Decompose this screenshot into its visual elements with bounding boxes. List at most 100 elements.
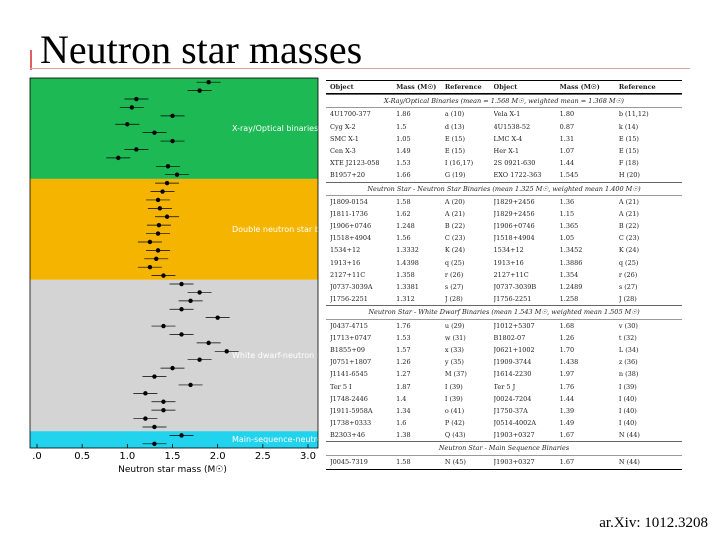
table-cell: K (24) — [618, 246, 640, 255]
table-cell: 1534+12 — [330, 246, 361, 255]
table-cell: Ter 5 J — [493, 382, 516, 391]
table-row: Ter 5 I 1.87 I (39) Ter 5 J 1.76 I (39) — [326, 381, 682, 393]
table-cell: J1750-37A — [493, 406, 528, 415]
table-cell: J (28) — [618, 295, 637, 304]
table-cell: 1.57 — [396, 345, 411, 354]
table-cell: J0024-7204 — [493, 394, 532, 403]
mass-point — [134, 96, 139, 102]
table-cell: 1.358 — [396, 270, 415, 279]
mass-point — [206, 340, 211, 346]
mass-point — [143, 391, 148, 396]
table-cell: z (36) — [618, 358, 638, 367]
table-cell: A (20) — [444, 197, 465, 206]
table-cell: 1.80 — [559, 110, 575, 119]
title-rule — [30, 68, 690, 69]
table-cell: 1.312 — [396, 295, 415, 304]
table-row: B2303+46 1.38 Q (43) J1903+0327 1.67 N (44) — [326, 429, 682, 441]
x-tick-label: .0 — [32, 451, 42, 462]
table-cell: b (11,12) — [618, 110, 649, 119]
table-cell: I (39) — [444, 382, 463, 391]
table-cell: 1.49 — [396, 146, 411, 155]
table-row: 4U1700-377 1.86 a (10) Vela X-1 1.80 b (11,12… — [326, 108, 682, 120]
table-cell: 1.97 — [559, 370, 575, 379]
table-cell: J1713+0747 — [330, 333, 372, 342]
table-cell: J1738+0333 — [330, 419, 372, 428]
table-row: XTE J2123-058 1.53 I (16,17) 2S 0921-630 1.4… — [326, 157, 682, 169]
mass-point — [170, 113, 175, 119]
table-cell: 1.3332 — [396, 246, 419, 255]
group-band — [30, 279, 318, 432]
table-cell: 1.05 — [559, 234, 575, 243]
table-cell: k (14) — [618, 122, 639, 131]
table-row: J1906+0746 1.248 B (22) J1906+0746 1.365 B (2… — [326, 220, 682, 232]
table-cell: 4U1538-52 — [493, 122, 531, 131]
mass-point — [206, 80, 211, 85]
table-cell: E (15) — [618, 134, 639, 143]
table-cell: 1.258 — [559, 295, 579, 304]
table-cell: J1911-5958A — [330, 406, 373, 415]
section-heading: Neutron Star - White Dwarf Binaries (mea… — [326, 305, 682, 320]
table-cell: J1756-2251 — [493, 295, 532, 304]
table-cell: 1.2489 — [559, 283, 583, 291]
table-cell: 1.3452 — [559, 246, 583, 255]
table-cell: J0737-3039A — [330, 283, 373, 291]
table-cell: 1.58 — [396, 197, 411, 206]
mass-point — [155, 248, 161, 253]
table-cell: C (23) — [444, 234, 466, 243]
table-cell: J1518+4904 — [330, 234, 372, 243]
mass-point — [160, 189, 165, 194]
table-row: J0045-7319 1.58 N (45) J1903+0327 1.67 N (44) — [326, 456, 682, 468]
table-cell: q (25) — [618, 258, 639, 267]
table-cell: 2127+11C — [330, 270, 366, 279]
table-cell: 1.27 — [396, 370, 411, 379]
title-accent — [30, 50, 32, 70]
group-label: Main-sequence-neutron star binaries — [232, 435, 379, 444]
table-cell: 1913+16 — [493, 258, 524, 267]
table-cell: J0514-4002A — [493, 419, 537, 428]
table-cell: I (40) — [618, 406, 637, 415]
table-cell: n (38) — [618, 370, 639, 379]
table-cell: EXO 1722-363 — [493, 171, 542, 180]
table-cell: 1.26 — [396, 358, 411, 367]
table-cell: J1829+2456 — [493, 209, 535, 218]
table-row: J1811-1736 1.62 A (21) J1829+2456 1.15 A (21) — [326, 208, 682, 220]
table-cell: J1809-0154 — [330, 197, 368, 206]
table-cell: 1.67 — [559, 457, 575, 466]
mass-point — [164, 180, 170, 186]
table-cell: 1.3381 — [396, 283, 419, 291]
table-cell: 1.5 — [396, 122, 407, 131]
table-row: Cyg X-2 1.5 d (13) 4U1538-52 0.87 k (14) — [326, 121, 682, 133]
table-cell: N (44) — [618, 457, 640, 466]
mass-point — [161, 407, 166, 413]
table-cell: B (22) — [618, 222, 639, 231]
x-tick-label: 1.0 — [119, 451, 135, 462]
x-axis-label: Neutron star mass (M☉) — [118, 465, 227, 475]
table-cell: I (40) — [618, 419, 637, 428]
table-cell: u (29) — [444, 321, 465, 330]
header-cell: Mass (M☉) — [396, 83, 437, 91]
table-cell: M (37) — [444, 370, 467, 379]
mass-point — [161, 323, 166, 329]
table-cell: J0621+1002 — [493, 345, 535, 354]
mass-point — [152, 424, 157, 430]
table-cell: LMC X-4 — [493, 134, 523, 143]
table-cell: 1.545 — [559, 171, 579, 180]
header-cell: Object — [330, 83, 354, 91]
table-cell: a (10) — [444, 110, 465, 119]
table-cell: Vela X-1 — [493, 110, 521, 119]
group-band — [30, 78, 318, 179]
mass-point — [188, 298, 193, 304]
table-row: 2127+11C 1.358 r (26) 2127+11C 1.354 r (26) — [326, 269, 682, 281]
table-cell: 1.248 — [396, 222, 415, 231]
table-cell: x (33) — [444, 345, 464, 354]
section-heading-text: Neutron Star - Main Sequence Binaries — [438, 444, 570, 453]
table-cell: 1.36 — [559, 197, 575, 206]
table-row: Cen X-3 1.49 E (15) Her X-1 1.07 E (15) — [326, 145, 682, 157]
table-cell: XTE J2123-058 — [330, 159, 380, 168]
table-cell: 1.31 — [559, 134, 575, 143]
table-cell: 1.05 — [396, 134, 411, 143]
table-cell: 1.76 — [559, 382, 575, 391]
table-cell: N (44) — [618, 431, 640, 440]
